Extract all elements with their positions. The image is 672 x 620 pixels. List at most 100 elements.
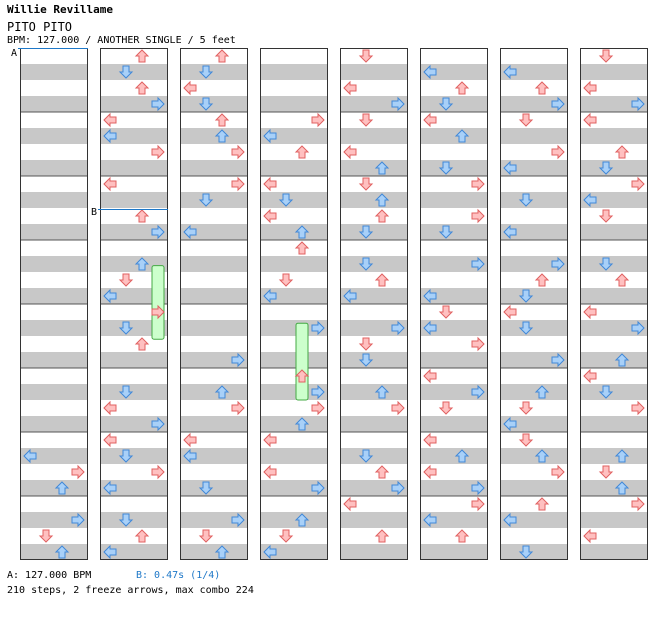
beat-stripe	[420, 128, 488, 144]
step-arrow	[151, 96, 165, 112]
step-arrow	[358, 177, 374, 191]
beat-stripe	[580, 352, 648, 368]
beat-stripe	[500, 512, 568, 528]
beat-stripe	[260, 352, 328, 368]
beat-stripe	[340, 64, 408, 80]
beat-stripe	[100, 96, 168, 112]
step-arrow	[118, 65, 134, 79]
beat-stripe	[100, 480, 168, 496]
bpm-legend: A: 127.000 BPM	[7, 570, 92, 581]
beat-stripe	[420, 288, 488, 304]
step-arrow	[534, 81, 550, 95]
beat-stripe	[260, 160, 328, 176]
step-arrow	[198, 481, 214, 495]
step-arrow	[551, 96, 565, 112]
step-arrow	[454, 529, 470, 543]
step-arrow	[471, 336, 485, 352]
step-arrow	[518, 401, 534, 415]
step-arrow	[103, 288, 117, 304]
step-arrow	[391, 400, 405, 416]
beat-stripe	[260, 544, 328, 560]
step-arrow	[311, 320, 325, 336]
marker-b-line	[98, 209, 168, 210]
step-arrow	[231, 144, 245, 160]
step-arrow	[263, 288, 277, 304]
step-arrow	[374, 385, 390, 399]
step-arrow	[263, 176, 277, 192]
beat-stripe	[580, 128, 648, 144]
step-arrow	[358, 225, 374, 239]
column-border	[260, 48, 328, 560]
step-arrow	[71, 512, 85, 528]
step-arrow	[423, 112, 437, 128]
step-arrow	[263, 544, 277, 560]
beat-stripe	[260, 256, 328, 272]
beat-stripe	[580, 512, 648, 528]
step-arrow	[311, 480, 325, 496]
beat-stripe	[260, 96, 328, 112]
step-arrow	[471, 480, 485, 496]
step-arrow	[534, 273, 550, 287]
step-arrow	[614, 273, 630, 287]
step-arrow	[423, 368, 437, 384]
beat-stripe	[260, 512, 328, 528]
step-arrow	[518, 193, 534, 207]
step-arrow	[294, 513, 310, 527]
step-arrow	[311, 384, 325, 400]
step-arrow	[471, 496, 485, 512]
step-arrow	[631, 176, 645, 192]
step-arrow	[631, 96, 645, 112]
beat-stripe	[260, 192, 328, 208]
step-arrow	[631, 496, 645, 512]
beat-stripe	[20, 416, 88, 432]
step-arrow	[198, 193, 214, 207]
step-arrow	[614, 145, 630, 159]
beat-stripe	[260, 480, 328, 496]
beat-stripe	[500, 128, 568, 144]
step-arrow	[598, 161, 614, 175]
step-arrow	[583, 80, 597, 96]
step-arrow	[343, 144, 357, 160]
step-arrow	[71, 464, 85, 480]
artist-name: Willie Revillame	[7, 3, 113, 16]
step-arrow	[518, 321, 534, 335]
step-arrow	[198, 529, 214, 543]
beat-stripe	[180, 160, 248, 176]
beat-stripe	[180, 64, 248, 80]
beat-stripe	[340, 480, 408, 496]
beat-stripe	[580, 224, 648, 240]
step-arrow	[614, 481, 630, 495]
beat-stripe	[340, 192, 408, 208]
column-border	[100, 48, 168, 560]
beat-stripe	[180, 128, 248, 144]
beat-stripe	[20, 288, 88, 304]
offset-legend: B: 0.47s (1/4)	[136, 570, 221, 581]
step-arrow	[54, 481, 70, 495]
step-summary: 210 steps, 2 freeze arrows, max combo 22…	[7, 585, 254, 596]
step-arrow	[134, 81, 150, 95]
beat-stripe	[20, 320, 88, 336]
beat-stripe	[500, 352, 568, 368]
beat-stripe	[340, 128, 408, 144]
step-arrow	[151, 416, 165, 432]
step-arrow	[551, 352, 565, 368]
beat-stripe	[420, 192, 488, 208]
step-arrow	[598, 385, 614, 399]
beat-stripe	[100, 448, 168, 464]
step-arrow	[583, 192, 597, 208]
beat-stripe	[100, 192, 168, 208]
step-arrow	[583, 368, 597, 384]
beat-stripe	[340, 352, 408, 368]
beat-stripe	[500, 448, 568, 464]
step-arrow	[598, 257, 614, 271]
beat-stripe	[500, 192, 568, 208]
beat-stripe	[100, 544, 168, 560]
beat-stripe	[580, 384, 648, 400]
step-arrow	[343, 496, 357, 512]
step-arrow	[294, 225, 310, 239]
step-arrow	[358, 257, 374, 271]
step-arrow	[311, 400, 325, 416]
beat-stripe	[500, 416, 568, 432]
beat-stripe	[420, 224, 488, 240]
step-arrow	[343, 288, 357, 304]
